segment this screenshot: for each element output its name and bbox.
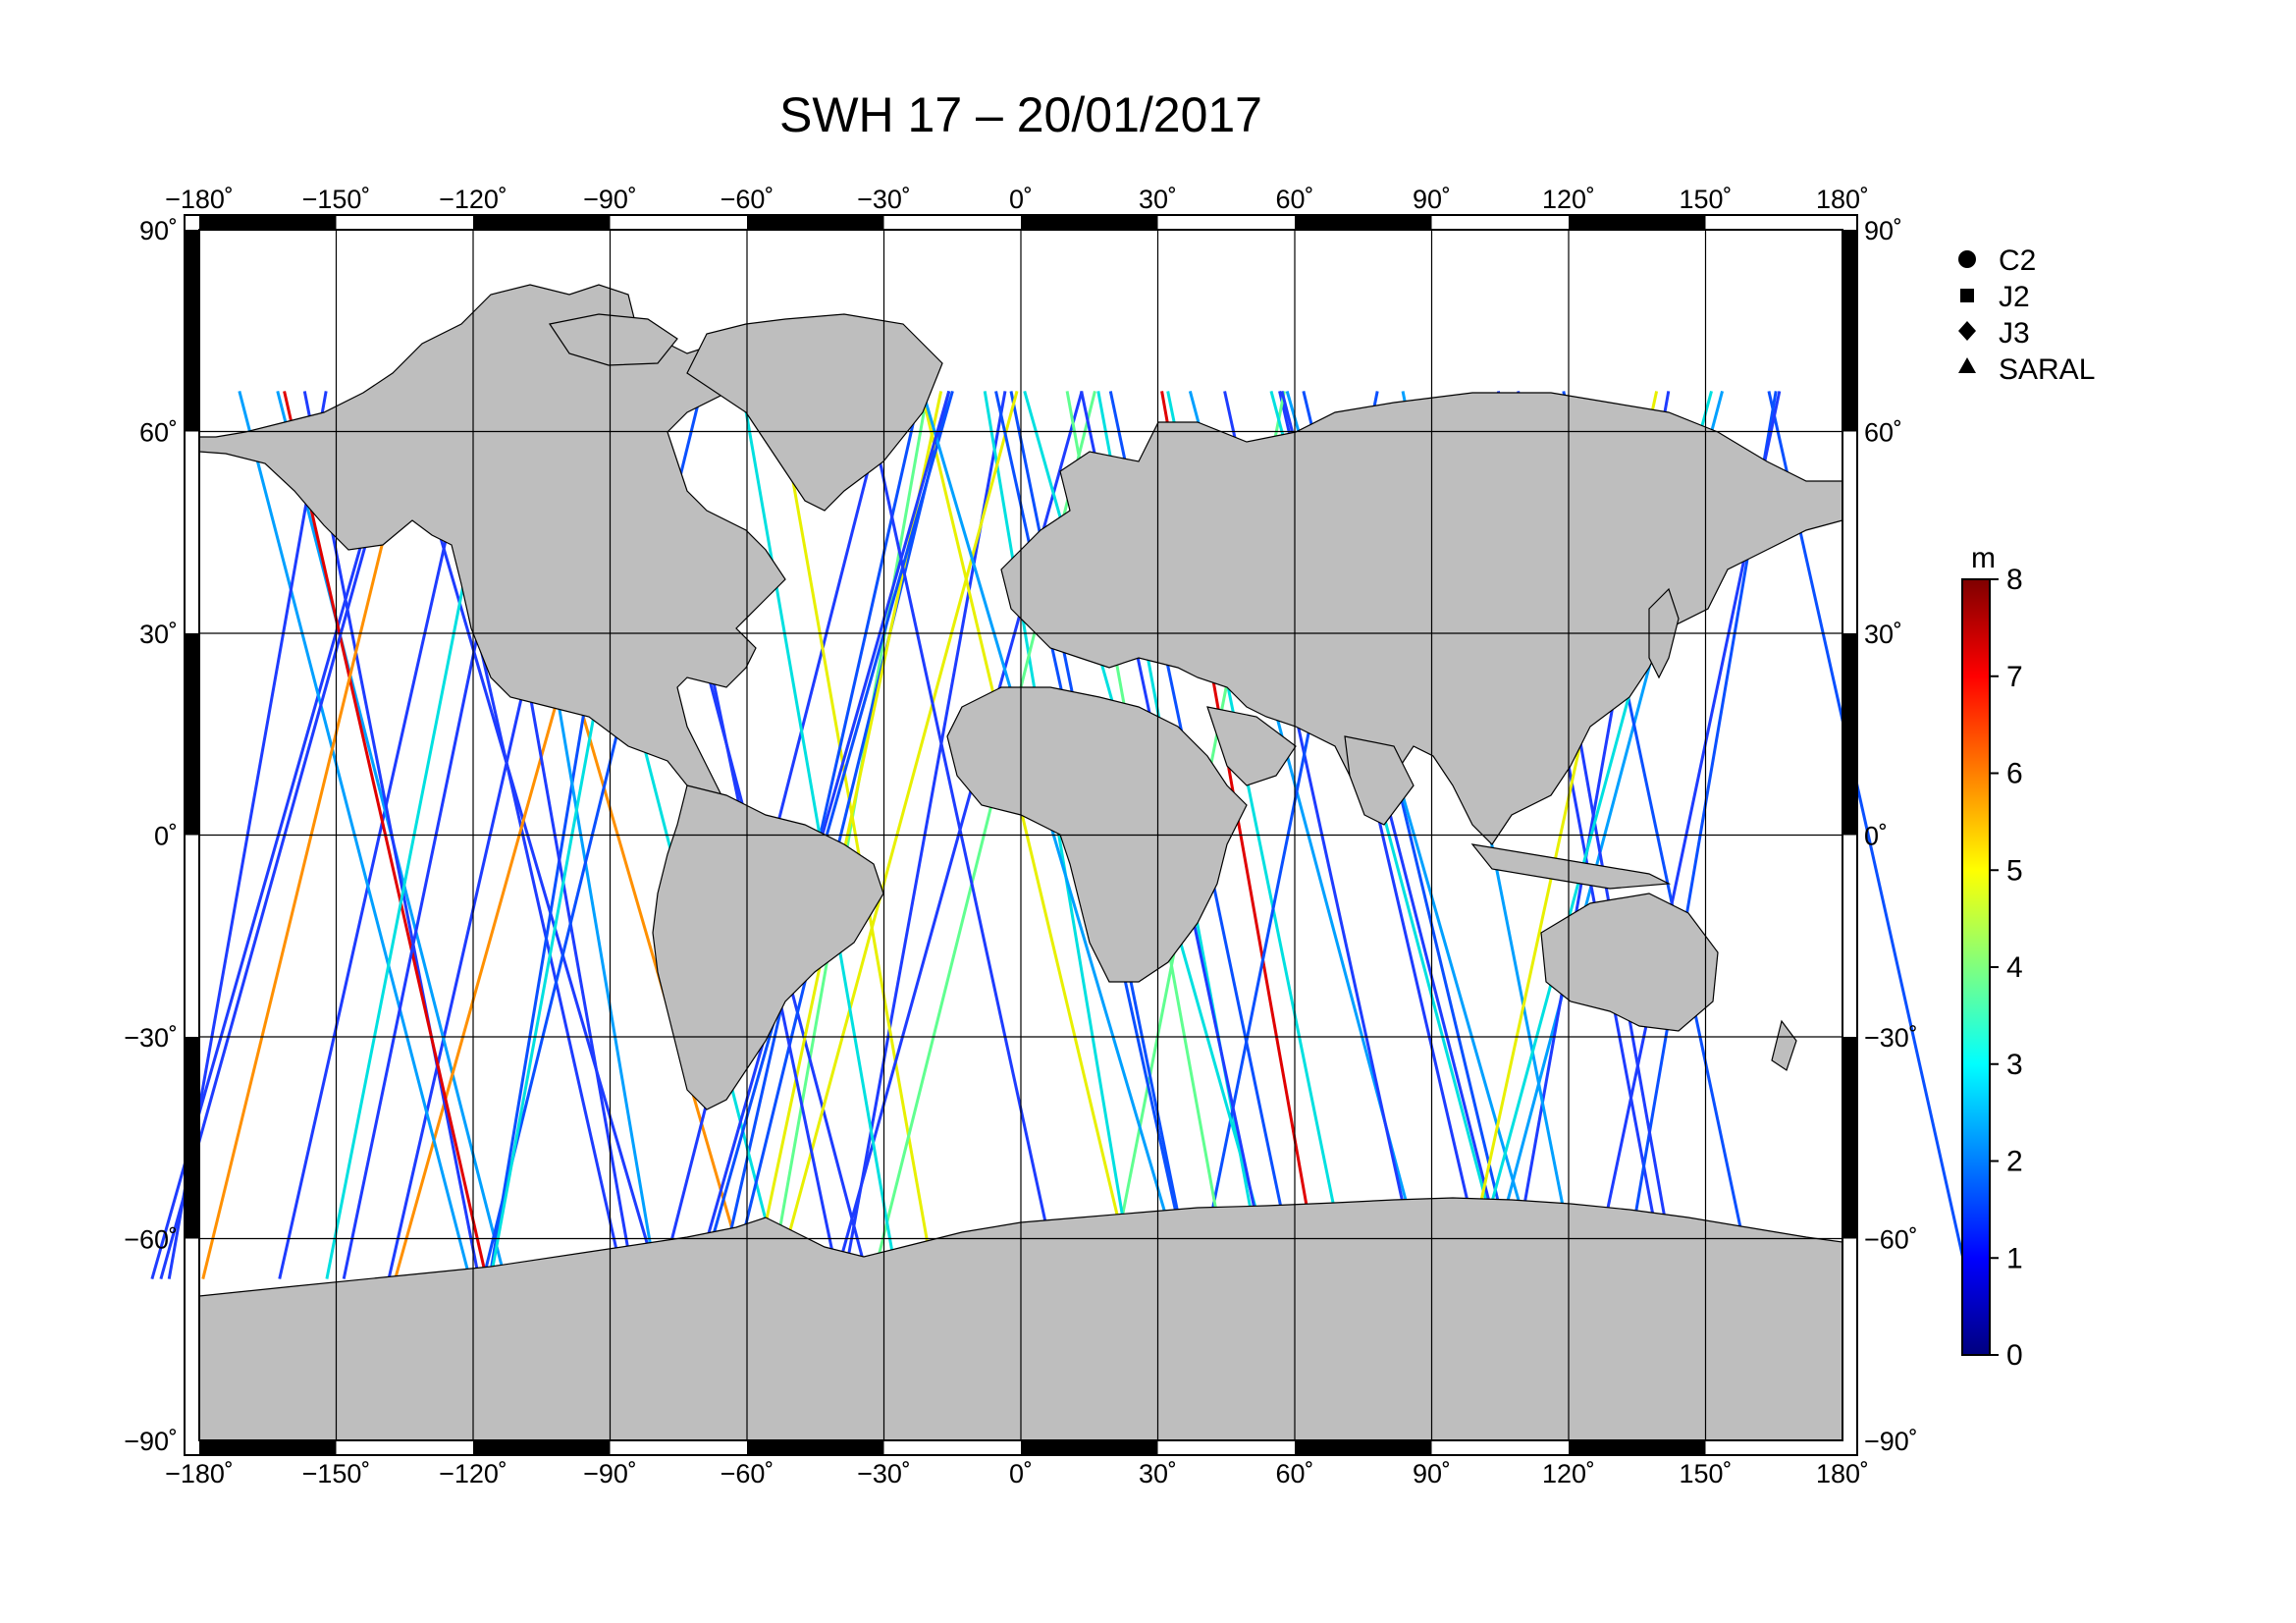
latitude-labels-left: 90˚ 60˚ 30˚ 0˚ −30˚ −60˚ −90˚ [124,216,178,1456]
tick-label: 30˚ [1139,185,1177,214]
land-north-america [198,284,786,801]
satellite-track [1767,391,1970,1279]
legend-label-j2: J2 [1999,281,2030,313]
tick-label: 150˚ [1679,1459,1732,1488]
tick-label: 0˚ [1009,1459,1033,1488]
frame-block [185,633,199,836]
land-arabia [1206,706,1297,786]
land-indonesia [1470,843,1672,890]
colorbar-tick-label: 3 [2006,1049,2023,1081]
land-india [1344,735,1415,826]
legend-label-j3: J3 [1999,317,2030,350]
longitude-labels-bottom: −180˚ −150˚ −120˚ −90˚ −60˚ −30˚ 0˚ 30˚ 60˚ 90˚ 12… [165,1459,1869,1488]
tick-label: −60˚ [124,1225,178,1255]
colorbar-tick-label: 5 [2006,854,2023,887]
tick-label: 120˚ [1542,185,1595,214]
triangle-icon [1958,357,1976,373]
tick-label: −30˚ [857,185,911,214]
circle-icon [1958,250,1976,268]
tick-label: −60˚ [721,1459,774,1488]
tick-label: −90˚ [583,185,637,214]
tick-label: −180˚ [165,1459,234,1488]
satellite-legend: C2 J2 J3 SARAL [1958,244,2095,386]
tick-label: 60˚ [139,418,178,448]
tick-label: 60˚ [1275,1459,1313,1488]
land-south-america [652,784,884,1110]
colorbar-tick-label: 0 [2006,1339,2023,1372]
longitude-labels-top: −180˚ −150˚ −120˚ −90˚ −60˚ −30˚ 0˚ 30˚ 60˚ 90˚ 12… [165,185,1869,214]
frame-block [473,215,611,230]
tick-label: 30˚ [139,620,178,649]
tick-label: −180˚ [165,185,234,214]
colorbar-tick-label: 1 [2006,1242,2023,1274]
colorbar-tick-label: 4 [2006,951,2023,984]
tick-label: 180˚ [1816,185,1869,214]
square-icon [1960,289,1974,302]
frame-block [1021,1440,1158,1455]
frame-block [199,1440,337,1455]
land-new-zealand [1771,1019,1797,1071]
tick-label: 30˚ [1139,1459,1177,1488]
frame-block [1569,215,1706,230]
colorbar-tick-label: 2 [2006,1146,2023,1178]
land-greenland [686,313,943,512]
tick-label: −150˚ [302,185,371,214]
tick-label: −90˚ [1864,1427,1918,1456]
frame-block [199,215,337,230]
legend-label-c2: C2 [1999,244,2036,277]
frame-block [1021,215,1158,230]
colorbar-ticks: 0 1 2 3 4 5 6 7 8 [1990,564,2023,1372]
colorbar-gradient [1961,578,1991,1356]
tick-label: −150˚ [302,1459,371,1488]
tick-label: 90˚ [1864,216,1902,245]
land-arctic-islands [549,313,678,366]
colorbar-unit: m [1971,542,1996,574]
frame-block [1295,215,1432,230]
tick-label: 0˚ [1864,822,1888,851]
land-australia [1540,893,1719,1032]
tick-label: 60˚ [1864,418,1902,448]
map-title: SWH 17 – 20/01/2017 [779,87,1262,142]
tick-label: 90˚ [139,216,178,245]
tick-label: −60˚ [1864,1225,1918,1255]
frame-block [1569,1440,1706,1455]
diamond-icon [1958,321,1976,341]
frame-block [1842,230,1857,432]
map-frame [184,214,1858,1456]
frame-block [185,230,199,432]
frame-block [1295,1440,1432,1455]
frame-block [473,1440,611,1455]
tick-label: 30˚ [1864,620,1902,649]
tick-label: −120˚ [439,1459,507,1488]
tick-label: 60˚ [1275,185,1313,214]
tick-label: −30˚ [1864,1023,1918,1053]
tick-label: 150˚ [1679,185,1732,214]
tick-label: 120˚ [1542,1459,1595,1488]
graticule [199,230,1842,1440]
frame-block [1842,1037,1857,1239]
colorbar-tick-label: 8 [2006,564,2023,596]
frame-block [185,1037,199,1239]
land-eurasia [1000,392,1843,845]
tick-label: 90˚ [1413,1459,1451,1488]
tick-label: 0˚ [1009,185,1033,214]
legend-label-saral: SARAL [1999,353,2095,386]
latitude-labels-right: 90˚ 60˚ 30˚ 0˚ −30˚ −60˚ −90˚ [1864,216,1918,1456]
frame-block [1842,633,1857,836]
frame-block [747,215,884,230]
tick-label: 0˚ [154,822,178,851]
frame-block [747,1440,884,1455]
tick-label: −90˚ [583,1459,637,1488]
tick-label: −90˚ [124,1427,178,1456]
tick-label: 180˚ [1816,1459,1869,1488]
tick-label: 90˚ [1413,185,1451,214]
colorbar-tick-label: 7 [2006,661,2023,693]
colorbar: m 0 1 2 3 4 5 6 7 8 [1961,542,2023,1372]
tick-label: −120˚ [439,185,507,214]
colorbar-tick-label: 6 [2006,758,2023,790]
tick-label: −30˚ [857,1459,911,1488]
tick-label: −60˚ [721,185,774,214]
tick-label: −30˚ [124,1023,178,1053]
